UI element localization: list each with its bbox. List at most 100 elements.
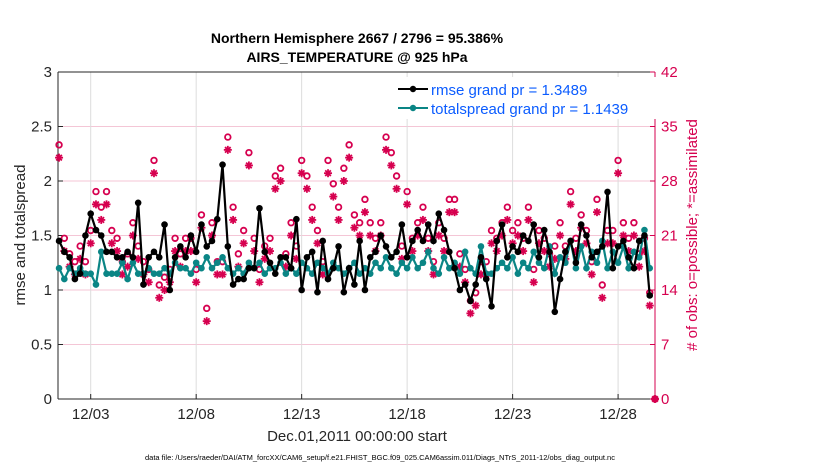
x-axis-label: Dec.01,2011 00:00:00 start [267, 428, 448, 445]
possible-marker [334, 203, 343, 211]
totalspread-point [198, 264, 205, 272]
totalspread-point [403, 264, 411, 272]
possible-marker [577, 211, 585, 219]
possible-marker [413, 219, 422, 227]
assimilated-marker [86, 239, 95, 248]
totalspread-point [419, 259, 427, 267]
assimilated-marker [324, 169, 333, 178]
rmse-point [213, 215, 221, 223]
y-tick-label-right: 35 [661, 119, 678, 136]
rmse-point [361, 286, 369, 294]
possible-marker [424, 234, 432, 242]
totalspread-point [435, 270, 443, 277]
rmse-point [287, 264, 295, 272]
assimilated-marker [360, 208, 369, 217]
rmse-point [535, 253, 543, 261]
totalspread-point [87, 270, 94, 277]
possible-marker [113, 234, 121, 242]
data-file-footer: data file: /Users/raeder/DAI/ATM_forcXX/… [145, 453, 615, 462]
rmse-point [298, 286, 305, 294]
rmse-point [446, 248, 453, 256]
rmse-point [303, 253, 311, 261]
rmse-point [451, 264, 458, 272]
y-axis-label-right: # of obs: o=possible; *=assimilated [684, 119, 701, 351]
rmse-point [282, 253, 290, 261]
rmse-point [219, 161, 226, 168]
rmse-point [641, 232, 648, 239]
rmse-point [192, 248, 200, 256]
rmse-point [351, 281, 358, 288]
possible-marker [150, 156, 158, 165]
totalspread-point [635, 253, 643, 261]
assimilated-marker [556, 231, 565, 240]
rmse-point [456, 286, 464, 294]
possible-marker [503, 203, 512, 211]
totalspread-point [446, 264, 453, 272]
y-tick-label-right: 28 [661, 173, 678, 190]
rmse-point [329, 264, 337, 272]
assimilated-marker [107, 239, 116, 248]
rmse-point [71, 275, 79, 283]
rmse-point [414, 226, 421, 234]
totalspread-point [203, 253, 211, 261]
possible-marker [350, 211, 359, 219]
possible-marker [234, 250, 243, 258]
totalspread-point [630, 248, 638, 256]
rmse-point [609, 264, 617, 272]
rmse-point [261, 248, 269, 256]
totalspread-point [134, 270, 142, 277]
totalspread-point [551, 270, 559, 277]
possible-marker [377, 219, 385, 227]
totalspread-point [430, 264, 437, 272]
assimilated-marker [239, 239, 248, 248]
possible-marker [651, 395, 659, 403]
y-tick-label-right: 0 [661, 391, 669, 408]
rmse-point [398, 221, 406, 228]
assimilated-marker [149, 169, 158, 178]
rmse-point [562, 248, 569, 256]
rmse-point [166, 286, 174, 294]
totalspread-point [113, 270, 121, 277]
rmse-point [472, 281, 479, 288]
possible-marker [92, 187, 100, 196]
totalspread-point [625, 264, 632, 272]
possible-marker [324, 156, 332, 165]
rmse-point [604, 188, 611, 196]
assimilated-marker [529, 278, 538, 287]
totalspread-point [440, 253, 448, 261]
rmse-point [335, 243, 342, 250]
assimilated-marker [392, 184, 401, 193]
possible-marker [97, 203, 105, 211]
assimilated-marker [302, 184, 311, 193]
possible-marker [297, 156, 306, 165]
totalspread-point [356, 270, 363, 277]
totalspread-point [525, 264, 532, 272]
totalspread-point [261, 270, 269, 277]
possible-marker [514, 219, 522, 227]
possible-marker [355, 219, 364, 227]
rmse-point [198, 221, 205, 228]
assimilated-marker [271, 184, 280, 193]
possible-marker [403, 187, 411, 196]
possible-marker [287, 219, 295, 227]
y-tick-label: 1.5 [31, 228, 52, 245]
rmse-point [82, 232, 89, 239]
rmse-point [430, 237, 437, 245]
rmse-point [388, 253, 395, 261]
rmse-point [482, 275, 490, 283]
rmse-point [519, 232, 527, 239]
totalspread-point [224, 264, 232, 272]
legend-spread-marker [409, 104, 417, 112]
assimilated-marker [645, 301, 654, 310]
possible-marker [340, 164, 348, 172]
assimilated-marker [566, 200, 575, 209]
assimilated-marker [313, 239, 322, 248]
totalspread-point [583, 264, 590, 272]
totalspread-point [535, 259, 543, 267]
x-tick-label: 12/08 [177, 406, 215, 423]
assimilated-marker [339, 177, 348, 185]
rmse-point [424, 221, 432, 228]
rmse-point [182, 253, 189, 261]
totalspread-point [55, 264, 63, 272]
rmse-point [119, 253, 126, 261]
